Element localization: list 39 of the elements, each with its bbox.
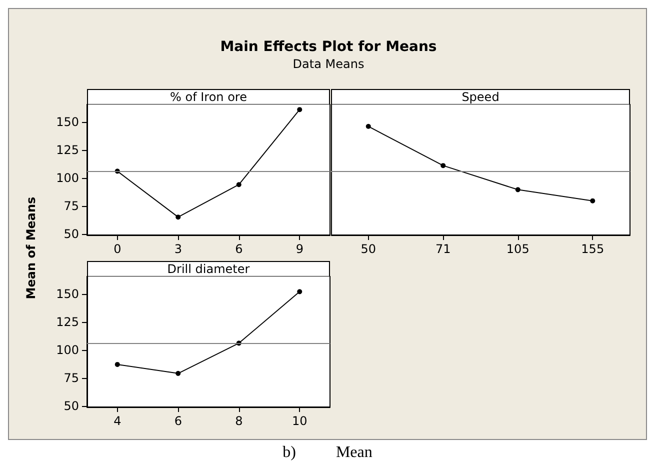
point — [114, 362, 120, 367]
x-tick-label: 50 — [360, 242, 376, 256]
x-axis-title: Drill diameter — [87, 261, 330, 277]
chart-subtitle: Data Means — [292, 57, 366, 71]
x-axis-title: % of Iron ore — [87, 89, 330, 105]
chart-title: Main Effects Plot for Means — [219, 39, 438, 55]
point — [297, 289, 302, 294]
y-tick-label: 75 — [64, 198, 79, 213]
point — [590, 198, 596, 204]
y-tick-label: 100 — [56, 170, 79, 185]
point — [297, 107, 302, 112]
x-tick-label: 9 — [296, 242, 304, 256]
y-tick-label: 150 — [56, 114, 79, 129]
x-tick-label: 10 — [292, 414, 308, 428]
y-tick-label: 150 — [56, 286, 79, 301]
x-tick-label: 6 — [174, 414, 182, 428]
point — [236, 182, 242, 188]
point — [440, 163, 446, 168]
point — [366, 124, 371, 129]
text: b) Mean — [282, 444, 374, 462]
x-tick-label: 6 — [235, 242, 243, 256]
point — [176, 214, 181, 220]
x-tick-label: 71 — [435, 242, 451, 256]
y-tick-label: 50 — [64, 226, 79, 241]
x-tick-label: 0 — [114, 242, 122, 256]
point — [176, 370, 181, 376]
x-tick-label: 3 — [174, 242, 182, 256]
y-axis-title: Mean of Means — [24, 196, 38, 302]
y-tick-label: 50 — [64, 398, 79, 413]
x-axis-title: Speed — [331, 89, 630, 105]
y-tick-label: 100 — [56, 342, 79, 357]
y-tick-label: 75 — [64, 370, 79, 385]
point — [515, 187, 520, 192]
y-tick-label: 125 — [56, 142, 79, 157]
y-tick-label: 125 — [56, 314, 79, 329]
x-tick-label: 8 — [235, 414, 243, 428]
x-tick-label: 4 — [114, 414, 122, 428]
x-tick-label: 155 — [581, 242, 604, 256]
x-tick-label: 105 — [506, 242, 530, 256]
